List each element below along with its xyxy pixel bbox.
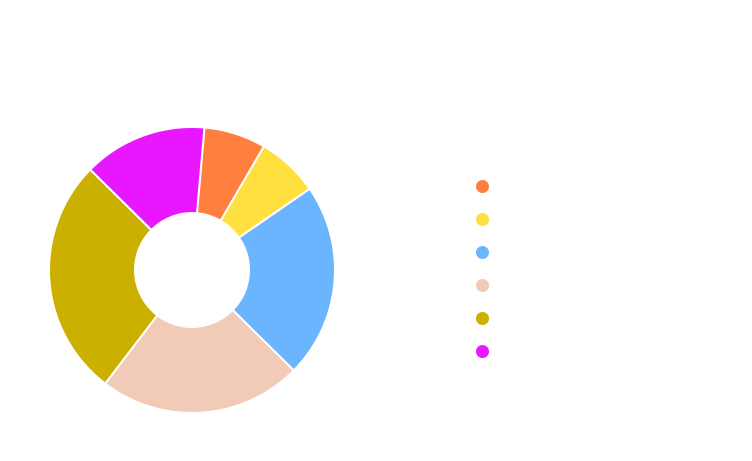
legend-swatch-3: [476, 246, 489, 259]
donut-slice-5[interactable]: [48, 168, 159, 385]
legend-swatch-5: [476, 312, 489, 325]
legend-swatch-2: [476, 213, 489, 226]
legend-item-5[interactable]: [476, 302, 676, 335]
donut-slice-6[interactable]: [89, 126, 206, 231]
donut-slices: [48, 126, 336, 414]
legend-item-4[interactable]: [476, 269, 676, 302]
chart-legend: [476, 170, 676, 368]
donut-slice-4[interactable]: [104, 309, 295, 414]
legend-item-1[interactable]: [476, 170, 676, 203]
donut-slice-3[interactable]: [231, 187, 336, 372]
legend-swatch-6: [476, 345, 489, 358]
legend-item-2[interactable]: [476, 203, 676, 236]
legend-item-3[interactable]: [476, 236, 676, 269]
legend-item-6[interactable]: [476, 335, 676, 368]
legend-swatch-4: [476, 279, 489, 292]
legend-swatch-1: [476, 180, 489, 193]
